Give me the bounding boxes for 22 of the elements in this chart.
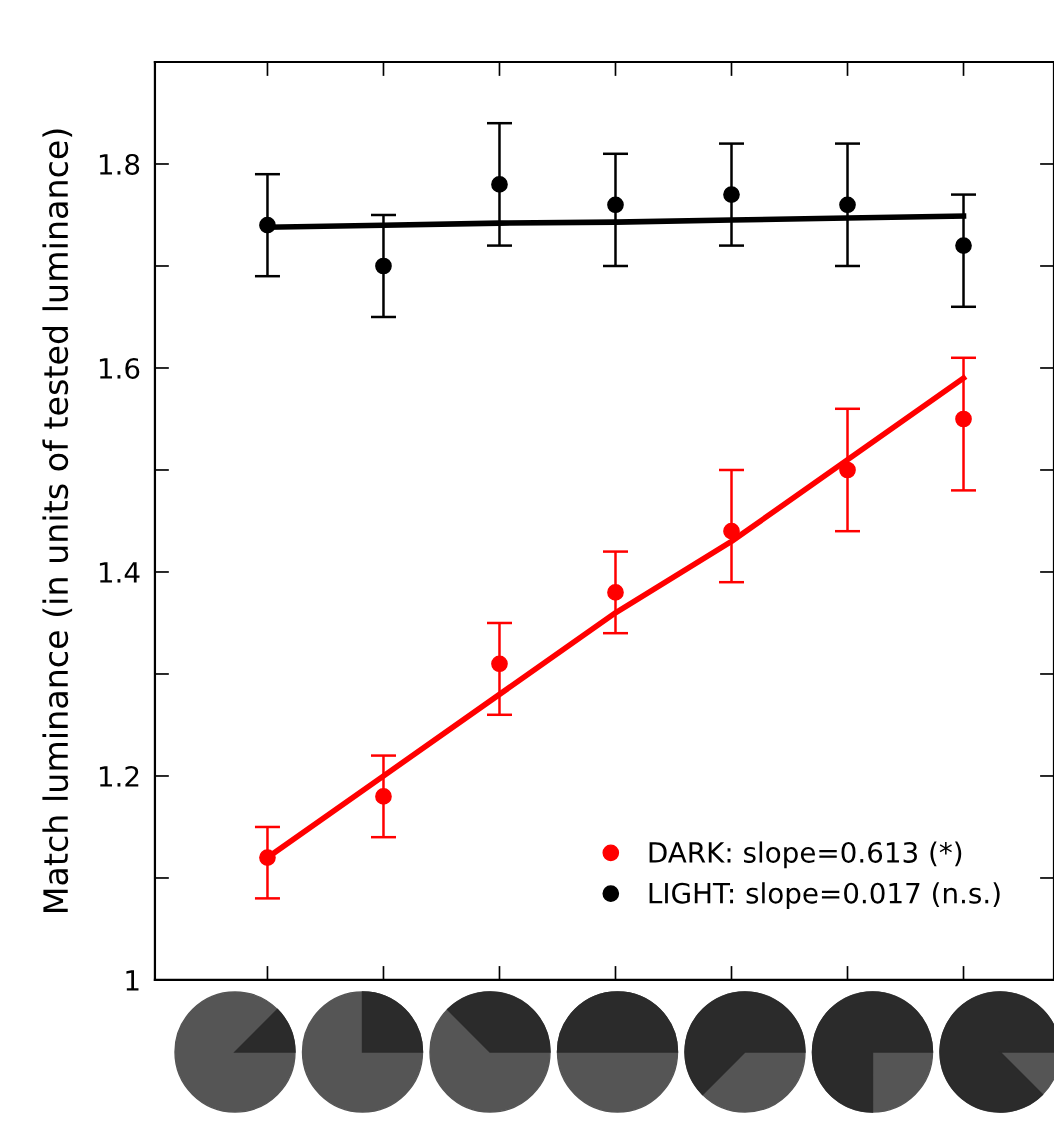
point <box>839 461 856 479</box>
point <box>375 788 392 805</box>
legend-label: DARK: slope=0.613 (*) <box>649 841 962 869</box>
point <box>839 196 856 214</box>
point <box>607 584 624 601</box>
point <box>607 196 624 214</box>
point <box>955 237 972 254</box>
y-tick-label: 1 <box>126 970 139 991</box>
y-tick-label: 1.8 <box>99 153 140 175</box>
y-tick-label: 1.2 <box>99 765 139 787</box>
point <box>723 186 740 203</box>
point <box>491 655 508 673</box>
point <box>259 216 276 234</box>
point <box>259 849 276 866</box>
point <box>375 257 392 275</box>
y-tick-label: 1.4 <box>99 562 140 583</box>
point <box>955 410 972 428</box>
y-axis-title: Match luminance (in units of tested luminance) <box>42 129 73 913</box>
legend-label: LIGHT: slope=0.017 (n.s.) <box>649 882 1000 910</box>
point <box>491 176 508 193</box>
point <box>723 522 740 540</box>
y-tick-label: 1.6 <box>99 357 140 379</box>
